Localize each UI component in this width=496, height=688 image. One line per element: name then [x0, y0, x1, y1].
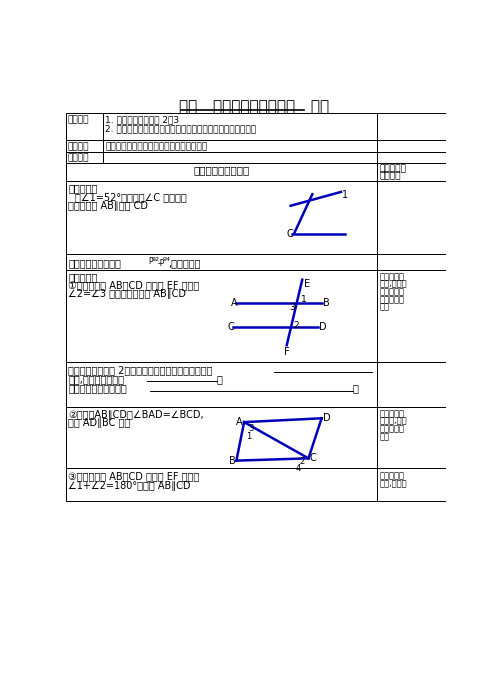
Bar: [66, 140, 103, 152]
Text: A: A: [231, 298, 238, 308]
Text: 才能使直线 AB∥直线 CD: 才能使直线 AB∥直线 CD: [68, 201, 148, 211]
Text: 等。: 等。: [380, 432, 390, 441]
Text: 学法指导: 学法指导: [380, 171, 401, 180]
Text: 94: 94: [163, 257, 171, 261]
Text: ②如图，AB∥CD，∠BAD=∠BCD,: ②如图，AB∥CD，∠BAD=∠BCD,: [68, 410, 204, 420]
Text: 3: 3: [289, 303, 295, 312]
Text: C: C: [227, 322, 234, 332]
Bar: [377, 140, 450, 152]
Text: B: B: [229, 455, 236, 466]
Text: 利用平行线: 利用平行线: [380, 409, 405, 418]
Text: 利用邻补角: 利用邻补角: [380, 471, 405, 480]
Text: 那么 AD∥BC 吗？: 那么 AD∥BC 吗？: [68, 418, 130, 428]
Text: ③如图，直线 AB、CD 被直线 EF 所截，: ③如图，直线 AB、CD 被直线 EF 所截，: [68, 471, 199, 482]
Text: 展示提升：: 展示提升：: [68, 272, 98, 282]
Bar: [103, 140, 377, 152]
Text: A: A: [237, 417, 243, 427]
Bar: [377, 255, 450, 270]
Bar: [377, 270, 450, 362]
Text: 利用对顶角: 利用对顶角: [380, 272, 405, 281]
Text: D: D: [323, 413, 331, 423]
Bar: [377, 407, 450, 469]
Bar: [66, 114, 103, 140]
Text: 1. 平行线的判定定理 2、3: 1. 平行线的判定定理 2、3: [105, 116, 180, 125]
Text: 平行线的判定方法 2：两直线被第三条直线所截，如果: 平行线的判定方法 2：两直线被第三条直线所截，如果: [68, 365, 213, 375]
Text: 相等,那么这两条直线: 相等,那么这两条直线: [68, 374, 124, 385]
Text: 成同位角相: 成同位角相: [380, 295, 405, 304]
Text: 4: 4: [296, 464, 301, 473]
Text: 课题   平行线的判定（二）   学案: 课题 平行线的判定（二） 学案: [179, 100, 329, 114]
Bar: [377, 362, 450, 407]
Text: 的性质,得出: 的性质,得出: [380, 417, 407, 426]
Bar: [66, 362, 377, 407]
Bar: [103, 114, 377, 140]
Text: 相补,将同旁: 相补,将同旁: [380, 479, 407, 488]
Text: 若∠1=52°，问应使∠C 为多少度: 若∠1=52°，问应使∠C 为多少度: [75, 192, 187, 202]
Bar: [66, 152, 103, 162]
Text: C: C: [287, 229, 294, 239]
Text: 1: 1: [301, 295, 307, 304]
Text: 2: 2: [299, 457, 305, 466]
Text: ①如图，直线 AB、CD 被直线 EF 所截，: ①如图，直线 AB、CD 被直线 EF 所截，: [68, 281, 199, 290]
Text: F: F: [284, 347, 290, 356]
Text: 教师活动及: 教师活动及: [380, 164, 407, 173]
Bar: [377, 162, 450, 181]
Text: D: D: [319, 322, 327, 332]
Bar: [66, 469, 377, 501]
Text: 3: 3: [249, 424, 254, 433]
Bar: [66, 162, 377, 181]
Text: 能运用性质定理、判定定理进行简单的推理: 能运用性质定理、判定定理进行简单的推理: [105, 142, 207, 151]
Text: 自主学习：阅读教材: 自主学习：阅读教材: [68, 258, 121, 268]
Bar: [377, 181, 450, 255]
Text: 2. 能运用性质定理、判定定理进行简单的推理和解答相关问题: 2. 能运用性质定理、判定定理进行简单的推理和解答相关问题: [105, 124, 256, 133]
Text: 对应的角相: 对应的角相: [380, 424, 405, 433]
Text: B: B: [323, 298, 330, 308]
Text: 课前检测：: 课前检测：: [68, 184, 98, 193]
Bar: [66, 270, 377, 362]
Bar: [377, 469, 450, 501]
Text: E: E: [304, 279, 310, 289]
Text: -P: -P: [157, 259, 165, 268]
Text: 。: 。: [353, 384, 359, 394]
Text: 1: 1: [342, 191, 348, 200]
Text: ,完成学案。: ,完成学案。: [168, 258, 201, 268]
Bar: [66, 255, 377, 270]
Text: 2: 2: [294, 321, 299, 330]
Text: C: C: [310, 453, 317, 463]
Text: 等。: 等。: [380, 303, 390, 312]
Text: P: P: [148, 257, 153, 266]
Text: 重点难点: 重点难点: [67, 142, 89, 151]
Bar: [66, 407, 377, 469]
Text: 1: 1: [246, 432, 251, 441]
Bar: [377, 114, 450, 140]
Text: 知识链接: 知识链接: [67, 153, 89, 162]
Text: ∠2=∠3 是内错角，证明 AB∥CD: ∠2=∠3 是内错角，证明 AB∥CD: [68, 289, 186, 299]
Text: 角相等转化: 角相等转化: [380, 288, 405, 297]
Bar: [377, 152, 450, 162]
Bar: [103, 152, 377, 162]
Text: 92: 92: [152, 257, 160, 261]
Text: 学习内容及学生活动: 学习内容及学生活动: [193, 165, 250, 175]
Text: ∠1+∠2=180°，证明 AB∥CD: ∠1+∠2=180°，证明 AB∥CD: [68, 481, 190, 491]
Text: 学习目标: 学习目标: [67, 116, 89, 125]
Text: 。: 。: [217, 374, 223, 385]
Text: 通常可以简单的说成：: 通常可以简单的说成：: [68, 384, 127, 394]
Text: 相等,将内错: 相等,将内错: [380, 280, 407, 289]
Bar: [66, 181, 377, 255]
